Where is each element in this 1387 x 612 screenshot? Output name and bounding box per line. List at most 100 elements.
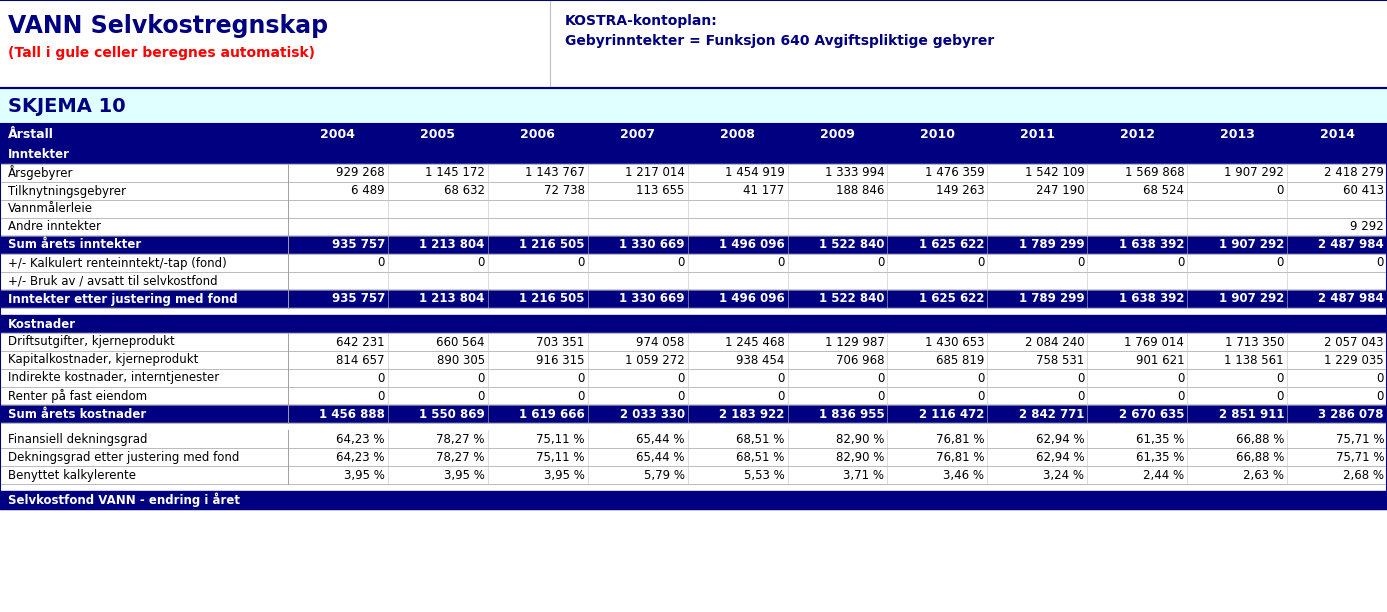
Text: 660 564: 660 564	[437, 335, 485, 348]
Text: 78,27 %: 78,27 %	[437, 450, 485, 463]
Text: 1 836 955: 1 836 955	[818, 408, 885, 420]
Text: 758 531: 758 531	[1036, 354, 1085, 367]
Text: 0: 0	[577, 256, 585, 269]
Text: 1 496 096: 1 496 096	[718, 239, 785, 252]
Text: 0: 0	[577, 371, 585, 384]
Text: 974 058: 974 058	[637, 335, 685, 348]
Text: 68,51 %: 68,51 %	[736, 450, 785, 463]
Text: 41 177: 41 177	[743, 184, 785, 198]
Text: Benyttet kalkylerente: Benyttet kalkylerente	[8, 469, 136, 482]
Text: 3,71 %: 3,71 %	[843, 469, 885, 482]
Bar	[0, 146, 1387, 509]
Text: 72 738: 72 738	[544, 184, 585, 198]
Text: 1 522 840: 1 522 840	[818, 293, 885, 305]
Text: Dekningsgrad etter justering med fond: Dekningsgrad etter justering med fond	[8, 450, 240, 463]
Text: 935 757: 935 757	[331, 239, 386, 252]
Text: 1 330 669: 1 330 669	[619, 293, 685, 305]
Text: 1 229 035: 1 229 035	[1325, 354, 1384, 367]
Text: +/- Kalkulert renteinntekt/-tap (fond): +/- Kalkulert renteinntekt/-tap (fond)	[8, 256, 226, 269]
Text: 0: 0	[777, 256, 785, 269]
Text: 76,81 %: 76,81 %	[936, 450, 985, 463]
Bar	[0, 254, 1387, 272]
Text: 916 315: 916 315	[537, 354, 585, 367]
Bar	[0, 315, 1387, 333]
Text: Tilknytningsgebyrer: Tilknytningsgebyrer	[8, 184, 126, 198]
Text: 0: 0	[1276, 371, 1284, 384]
Text: 60 413: 60 413	[1343, 184, 1384, 198]
Text: 2 418 279: 2 418 279	[1325, 166, 1384, 179]
Text: 3,95 %: 3,95 %	[444, 469, 485, 482]
Bar	[0, 182, 1387, 200]
Text: 6 489: 6 489	[351, 184, 386, 198]
Text: SKJEMA 10: SKJEMA 10	[8, 97, 126, 116]
Text: 929 268: 929 268	[336, 166, 386, 179]
Text: 2 183 922: 2 183 922	[720, 408, 785, 420]
Text: 1 430 653: 1 430 653	[925, 335, 985, 348]
Text: 1 217 014: 1 217 014	[624, 166, 685, 179]
Text: 2 084 240: 2 084 240	[1025, 335, 1085, 348]
Text: 2012: 2012	[1119, 129, 1155, 141]
Text: 82,90 %: 82,90 %	[836, 433, 885, 446]
Text: Kapitalkostnader, kjerneprodukt: Kapitalkostnader, kjerneprodukt	[8, 354, 198, 367]
Bar	[0, 351, 1387, 369]
Text: +/- Bruk av / avsatt til selvkostfond: +/- Bruk av / avsatt til selvkostfond	[8, 275, 218, 288]
Text: 0: 0	[1176, 256, 1184, 269]
Text: Sum årets inntekter: Sum årets inntekter	[8, 239, 141, 252]
Text: 0: 0	[1377, 256, 1384, 269]
Bar	[0, 333, 1387, 351]
Text: 75,11 %: 75,11 %	[537, 450, 585, 463]
Text: 1 476 359: 1 476 359	[925, 166, 985, 179]
Text: 685 819: 685 819	[936, 354, 985, 367]
Text: Inntekter: Inntekter	[8, 149, 69, 162]
Bar	[0, 423, 1387, 430]
Text: 1 522 840: 1 522 840	[818, 239, 885, 252]
Text: 0: 0	[1176, 389, 1184, 403]
Bar	[0, 0, 1387, 88]
Text: 75,71 %: 75,71 %	[1336, 433, 1384, 446]
Text: 0: 0	[1377, 389, 1384, 403]
Text: 149 263: 149 263	[936, 184, 985, 198]
Text: 2 487 984: 2 487 984	[1318, 293, 1384, 305]
Text: 1 456 888: 1 456 888	[319, 408, 386, 420]
Bar	[0, 218, 1387, 236]
Text: Finansiell dekningsgrad: Finansiell dekningsgrad	[8, 433, 147, 446]
Text: 78,27 %: 78,27 %	[437, 433, 485, 446]
Text: 1 454 919: 1 454 919	[724, 166, 785, 179]
Text: 82,90 %: 82,90 %	[836, 450, 885, 463]
Text: 2004: 2004	[320, 129, 355, 141]
Text: 64,23 %: 64,23 %	[337, 433, 386, 446]
Text: 3,24 %: 3,24 %	[1043, 469, 1085, 482]
Text: 1 769 014: 1 769 014	[1125, 335, 1184, 348]
Bar	[0, 387, 1387, 405]
Text: 0: 0	[377, 256, 386, 269]
Text: 706 968: 706 968	[836, 354, 885, 367]
Text: Indirekte kostnader, interntjenester: Indirekte kostnader, interntjenester	[8, 371, 219, 384]
Text: 642 231: 642 231	[336, 335, 386, 348]
Text: 0: 0	[976, 389, 985, 403]
Text: 1 143 767: 1 143 767	[524, 166, 585, 179]
Text: Gebyrinntekter = Funksjon 640 Avgiftspliktige gebyrer: Gebyrinntekter = Funksjon 640 Avgiftspli…	[565, 34, 994, 48]
Text: 66,88 %: 66,88 %	[1236, 433, 1284, 446]
Text: 814 657: 814 657	[337, 354, 386, 367]
Text: Årstall: Årstall	[8, 129, 54, 141]
Text: 61,35 %: 61,35 %	[1136, 433, 1184, 446]
Text: 1 216 505: 1 216 505	[519, 239, 585, 252]
Text: 65,44 %: 65,44 %	[637, 433, 685, 446]
Text: 1 907 292: 1 907 292	[1219, 239, 1284, 252]
Text: 2 116 472: 2 116 472	[920, 408, 985, 420]
Text: 0: 0	[477, 256, 485, 269]
Text: 1 789 299: 1 789 299	[1018, 293, 1085, 305]
Text: Driftsutgifter, kjerneprodukt: Driftsutgifter, kjerneprodukt	[8, 335, 175, 348]
Text: 3,46 %: 3,46 %	[943, 469, 985, 482]
Text: 1 625 622: 1 625 622	[918, 293, 985, 305]
Text: 2014: 2014	[1319, 129, 1355, 141]
Text: 1 619 666: 1 619 666	[519, 408, 585, 420]
Text: 2 057 043: 2 057 043	[1325, 335, 1384, 348]
Text: 75,71 %: 75,71 %	[1336, 450, 1384, 463]
Text: 1 145 172: 1 145 172	[424, 166, 485, 179]
Bar	[0, 164, 1387, 182]
Text: 1 542 109: 1 542 109	[1025, 166, 1085, 179]
Text: 0: 0	[577, 389, 585, 403]
Bar	[0, 466, 1387, 484]
Text: 1 625 622: 1 625 622	[918, 239, 985, 252]
